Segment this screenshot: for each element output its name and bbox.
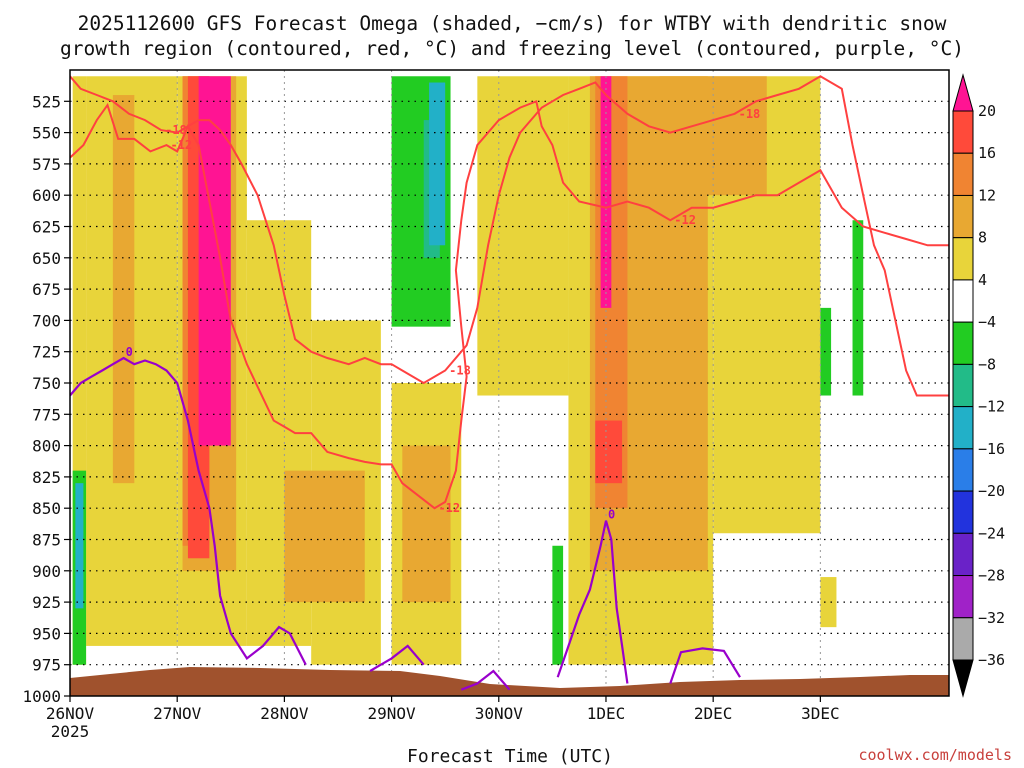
dgz-contour-label-1-2: -18 [739,107,761,121]
y-tick-label: 825 [32,468,61,487]
dgz-contour-1 [70,75,949,397]
x-tick-label: 27NOV [153,704,202,723]
x-tick-label: 29NOV [367,704,416,723]
omega-shading-layer [72,76,864,665]
colorbar-tick-label: 20 [978,102,996,120]
colorbar-swatch-8 [952,448,974,492]
terrain-layer [70,667,949,696]
y-tick-label: 750 [32,374,61,393]
x-tick-label: 1DEC [587,704,626,723]
colorbar-bottom-arrow [952,659,974,698]
colorbar-tick-label: −8 [978,355,996,373]
colorbar-swatch-10 [952,532,974,577]
y-tick-label: 950 [32,624,61,643]
colorbar-swatch-6 [952,363,974,408]
dgz-contour-label-0-2: -12 [674,213,696,227]
colorbar-swatch-2 [952,194,974,239]
colorbar-tick-label: 8 [978,229,987,247]
dgz-contour-label-0-1: -12 [438,501,460,515]
y-axis: 525 550 575 600 625 650 675 700 725 750 775 800 825 8… [22,92,70,706]
colorbar-tick-label: −12 [978,398,1005,416]
colorbar-swatch-5 [952,321,974,365]
colorbar-swatch-0 [952,110,974,154]
y-tick-label: 850 [32,499,61,518]
terrain-ground [70,667,949,696]
freezing-level-segment-3 [556,520,629,684]
omega-region-7 [198,76,231,446]
dgz-contour-label-1-0: -18 [165,123,187,137]
y-tick-label: 775 [32,405,61,424]
colorbar-swatch-7 [952,406,974,450]
x-tick-sublabel: 2025 [51,722,90,741]
omega-region-12 [402,445,451,603]
colorbar-tick-label: 4 [978,271,987,289]
y-tick-label: 550 [32,124,61,143]
x-axis-label: Forecast Time (UTC) [407,746,613,767]
colorbar-tick-label: −28 [978,567,1005,585]
freezing-level-segment-4 [669,647,741,684]
colorbar-swatch-4 [952,279,974,323]
omega-region-20 [595,420,623,484]
y-tick-label: 1000 [22,687,61,706]
x-tick-label: 28NOV [260,704,309,723]
y-tick-label: 525 [32,92,61,111]
colorbar-tick-label: −24 [978,524,1005,542]
freezing-level-segment-1 [369,644,425,672]
y-tick-label: 625 [32,218,61,237]
colorbar-tick-label: 16 [978,144,996,162]
y-tick-label: 900 [32,562,61,581]
colorbar-tick-label: −32 [978,609,1005,627]
colorbar-tick-label: −20 [978,482,1005,500]
y-tick-label: 725 [32,343,61,362]
y-tick-label: 600 [32,186,61,205]
dgz-contour-layer: -12-12-12-18-18-18 [70,75,949,515]
omega-region-27 [820,577,837,628]
x-tick-label: 30NOV [475,704,524,723]
x-tick-label: 2DEC [694,704,733,723]
freezing-level-layer: 00 [70,345,741,691]
colorbar-swatch-3 [952,237,974,281]
colorbar-swatch-12 [952,617,974,661]
dgz-contour-label-0-0: -12 [170,138,192,152]
freezing-level-label-0: 0 [126,345,133,359]
y-tick-label: 875 [32,531,61,550]
omega-region-2 [112,95,135,484]
omega-region-26 [852,220,864,396]
y-tick-label: 925 [32,593,61,612]
dgz-contour-label-1-1: -18 [449,363,471,377]
omega-region-22 [552,545,564,665]
freezing-level-segment-2 [460,669,511,691]
colorbar-tick-label: −36 [978,651,1005,669]
y-tick-label: 975 [32,656,61,675]
y-tick-label: 675 [32,280,61,299]
colorbar-top-arrow [952,73,974,112]
colorbar: 20 16 12 8 4 −4 −8 −12 −16 −20 −24 −28 −32 −36 [952,73,1005,698]
omega-region-25 [820,307,832,396]
x-tick-label: 3DEC [801,704,840,723]
omega-region-21 [600,76,612,308]
freezing-level-segment-0 [70,356,307,666]
y-tick-label: 800 [32,437,61,456]
chart-title-line-1: 2025112600 GFS Forecast Omega (shaded, −… [78,12,947,35]
dgz-contour-0 [70,99,949,510]
omega-region-10 [284,470,365,603]
omega-region-29 [75,483,84,609]
chart-title-line-2: growth region (contoured, red, °C) and f… [60,37,964,60]
x-tick-label: 26NOV [46,704,95,723]
y-tick-label: 575 [32,155,61,174]
colorbar-swatch-11 [952,575,974,619]
colorbar-swatch-9 [952,490,974,534]
credit-text: coolwx.com/models [858,746,1012,764]
colorbar-tick-label: −4 [978,313,996,331]
omega-region-24 [659,76,767,196]
colorbar-swatch-1 [952,152,974,196]
colorbar-tick-label: 12 [978,186,996,204]
freezing-level-label-1: 0 [608,508,615,522]
y-tick-label: 650 [32,249,61,268]
omega-region-15 [429,82,446,246]
y-tick-label: 700 [32,311,61,330]
colorbar-tick-label: −16 [978,440,1005,458]
